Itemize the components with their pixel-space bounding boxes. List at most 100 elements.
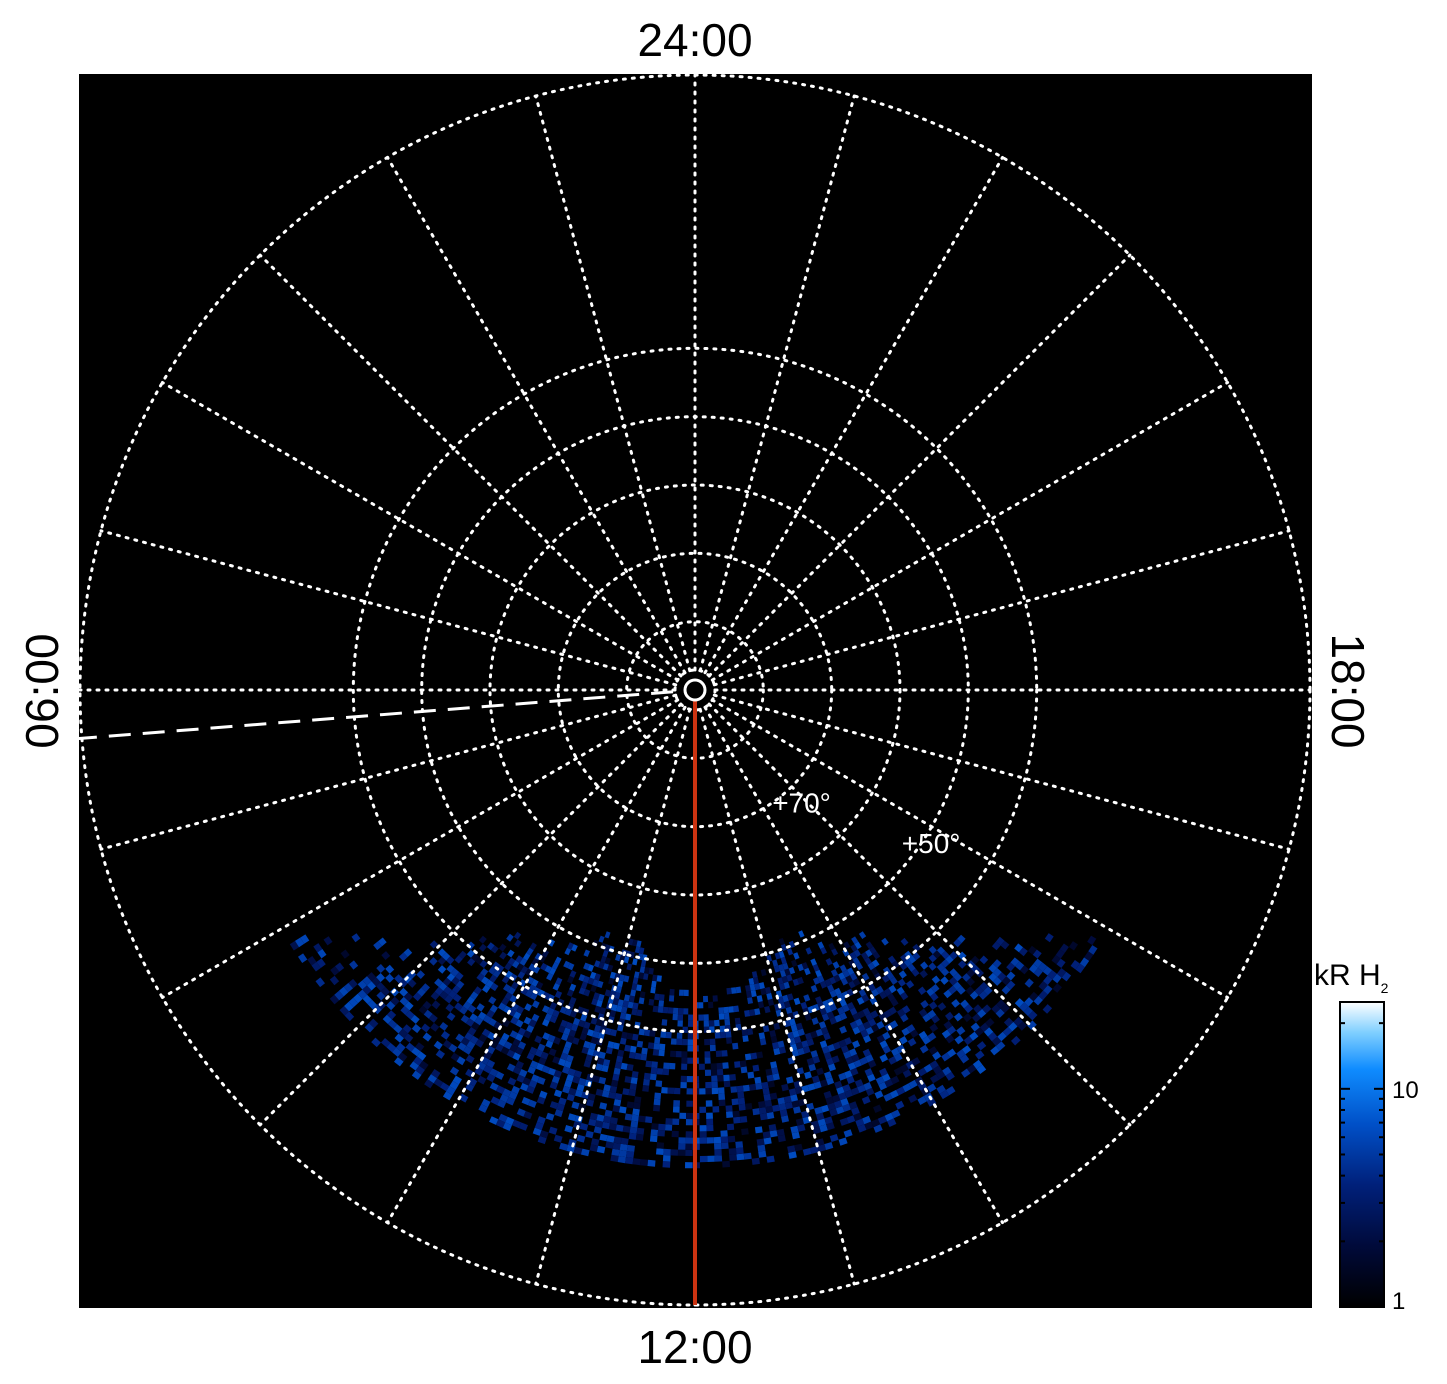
emission-cell <box>758 1101 766 1109</box>
emission-cell <box>862 1048 872 1057</box>
emission-cell <box>428 1013 438 1023</box>
emission-cell <box>852 1026 861 1035</box>
emission-cell <box>604 944 611 952</box>
emission-cell <box>831 1094 841 1103</box>
emission-cell <box>1038 990 1048 1000</box>
emission-cell <box>680 1082 687 1089</box>
emission-cell <box>429 957 438 966</box>
emission-cell <box>497 1099 507 1109</box>
emission-cell <box>600 955 607 964</box>
emission-cell <box>936 1070 946 1080</box>
emission-cell <box>652 974 658 982</box>
emission-cell <box>495 1119 506 1128</box>
emission-cell <box>678 1008 684 1015</box>
emission-cell <box>917 1067 927 1077</box>
emission-cell <box>549 1001 558 1010</box>
emission-cell <box>348 997 359 1008</box>
emission-cell <box>1002 1026 1013 1037</box>
emission-cell <box>768 1124 777 1132</box>
emission-cell <box>386 1010 397 1020</box>
emission-cell <box>295 937 305 948</box>
emission-cell <box>777 977 784 985</box>
meridian-line <box>386 705 687 1225</box>
emission-cell <box>1001 976 1011 986</box>
emission-cell <box>511 1085 520 1095</box>
emission-cell <box>847 1002 855 1010</box>
emission-cell <box>815 969 822 978</box>
colorbar-gradient <box>1339 1001 1385 1308</box>
emission-cell <box>491 961 500 970</box>
emission-cell <box>731 1098 739 1106</box>
emission-cell <box>526 1052 535 1061</box>
emission-cell <box>874 1090 884 1099</box>
emission-cell <box>941 959 950 968</box>
emission-cell <box>498 1113 508 1123</box>
emission-cell <box>854 1079 864 1088</box>
emission-cell <box>376 991 386 1001</box>
emission-cell <box>639 947 645 955</box>
emission-cell <box>670 1050 677 1058</box>
emission-cell <box>871 988 880 997</box>
emission-cell <box>742 1035 749 1042</box>
emission-cell <box>842 1004 850 1013</box>
emission-cell <box>865 941 874 950</box>
emission-cell <box>560 1052 568 1061</box>
emission-cell <box>580 1148 590 1157</box>
emission-cell <box>400 1005 410 1015</box>
emission-cell <box>781 975 789 984</box>
emission-cell <box>672 1007 679 1015</box>
emission-cell <box>754 1008 761 1016</box>
emission-cell <box>706 1112 713 1119</box>
emission-cell <box>815 1028 824 1037</box>
emission-cell <box>615 1124 624 1132</box>
emission-cell <box>941 1029 951 1039</box>
emission-cell <box>827 1044 836 1052</box>
emission-cell <box>735 1141 744 1149</box>
meridian-line <box>698 707 856 1286</box>
emission-cell <box>683 989 689 997</box>
emission-cell <box>565 1021 573 1030</box>
emission-cell <box>863 1082 872 1091</box>
emission-cell <box>572 1017 581 1026</box>
emission-cell <box>959 1054 970 1064</box>
emission-cell <box>437 948 447 957</box>
emission-cell <box>362 994 372 1004</box>
emission-cell <box>579 1033 587 1041</box>
emission-cell <box>588 1118 597 1127</box>
emission-cell <box>591 998 598 1006</box>
emission-cell <box>463 1045 473 1055</box>
emission-cell <box>636 1040 644 1048</box>
emission-cell <box>804 1071 812 1080</box>
emission-cell <box>478 943 487 952</box>
emission-cell <box>941 950 950 960</box>
meridian-line <box>712 693 1291 851</box>
emission-cell <box>569 996 577 1005</box>
emission-cell <box>488 1018 497 1027</box>
emission-cell <box>794 1036 802 1044</box>
emission-cell <box>808 1063 817 1072</box>
emission-cell <box>754 1076 762 1084</box>
emission-cell <box>857 1124 867 1133</box>
emission-cell <box>860 951 869 960</box>
emission-cell <box>602 963 609 971</box>
emission-cell <box>628 1051 636 1059</box>
emission-cell <box>515 955 523 964</box>
emission-cell <box>635 1133 644 1141</box>
emission-cell <box>482 984 491 993</box>
emission-cell <box>705 1081 712 1089</box>
emission-cell <box>567 975 574 984</box>
emission-cell <box>449 1066 460 1076</box>
emission-cell <box>528 1079 538 1089</box>
emission-cell <box>795 1118 804 1126</box>
emission-cell <box>1014 998 1025 1008</box>
emission-cell <box>594 1024 602 1033</box>
emission-cell <box>594 960 601 968</box>
emission-cell <box>620 1062 628 1070</box>
emission-cell <box>787 993 794 1001</box>
emission-cell <box>888 955 896 964</box>
emission-cell <box>677 1149 686 1156</box>
emission-cell <box>819 1124 828 1133</box>
emission-cell <box>588 1042 597 1050</box>
emission-cell <box>362 985 372 995</box>
emission-cell <box>712 1106 720 1113</box>
